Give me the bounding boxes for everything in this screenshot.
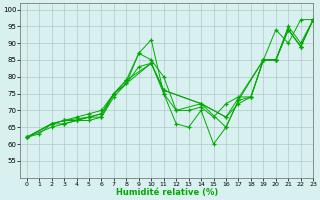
- X-axis label: Humidité relative (%): Humidité relative (%): [116, 188, 218, 197]
